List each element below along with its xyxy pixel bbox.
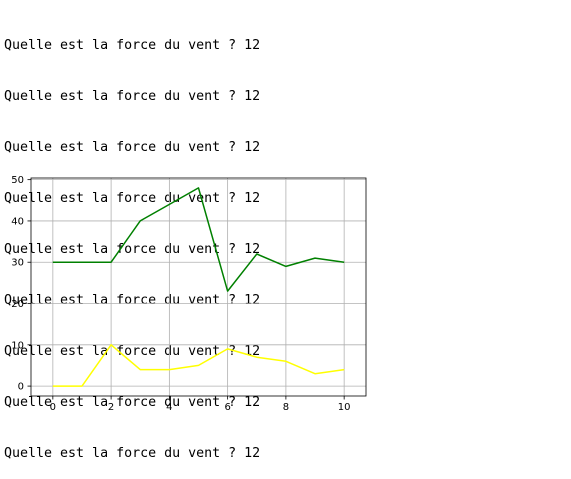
y-tick-label: 40: [11, 216, 24, 227]
console-line: Quelle est la force du vent ? 12: [4, 89, 261, 104]
chart-canvas: 0 2 4 6 8 10 0 10 20 30 40 50: [11, 175, 367, 413]
x-tick-label: 8: [283, 402, 289, 413]
console-line: Quelle est la force du vent ? 12: [4, 191, 261, 206]
console-line: Quelle est la force du vent ? 12: [4, 242, 261, 257]
x-tick-label: 6: [224, 402, 230, 413]
y-tick-label: 30: [11, 258, 24, 269]
console-line: Quelle est la force du vent ? 12: [4, 140, 261, 155]
series-line: [52, 344, 345, 387]
series-line: [52, 187, 345, 292]
y-tick-label: 10: [11, 340, 24, 351]
y-tick-label: 50: [11, 175, 24, 186]
x-tick-label: 10: [338, 402, 351, 413]
console-line: Quelle est la force du vent ? 12: [4, 38, 261, 53]
console-line: Quelle est la force du vent ? 12: [4, 293, 261, 308]
y-tick-label: 0: [18, 382, 24, 393]
axes-frame: [30, 177, 367, 397]
x-tick-label: 4: [166, 402, 172, 413]
x-tick-label: 0: [50, 402, 56, 413]
y-tick-label: 20: [11, 299, 24, 310]
line-chart: 0 2 4 6 8 10 0 10 20 30 40 50: [0, 170, 380, 420]
console-line: Quelle est la force du vent ? 12: [4, 395, 261, 410]
console-line: Quelle est la force du vent ? 12: [4, 446, 261, 461]
x-tick-label: 2: [108, 402, 114, 413]
